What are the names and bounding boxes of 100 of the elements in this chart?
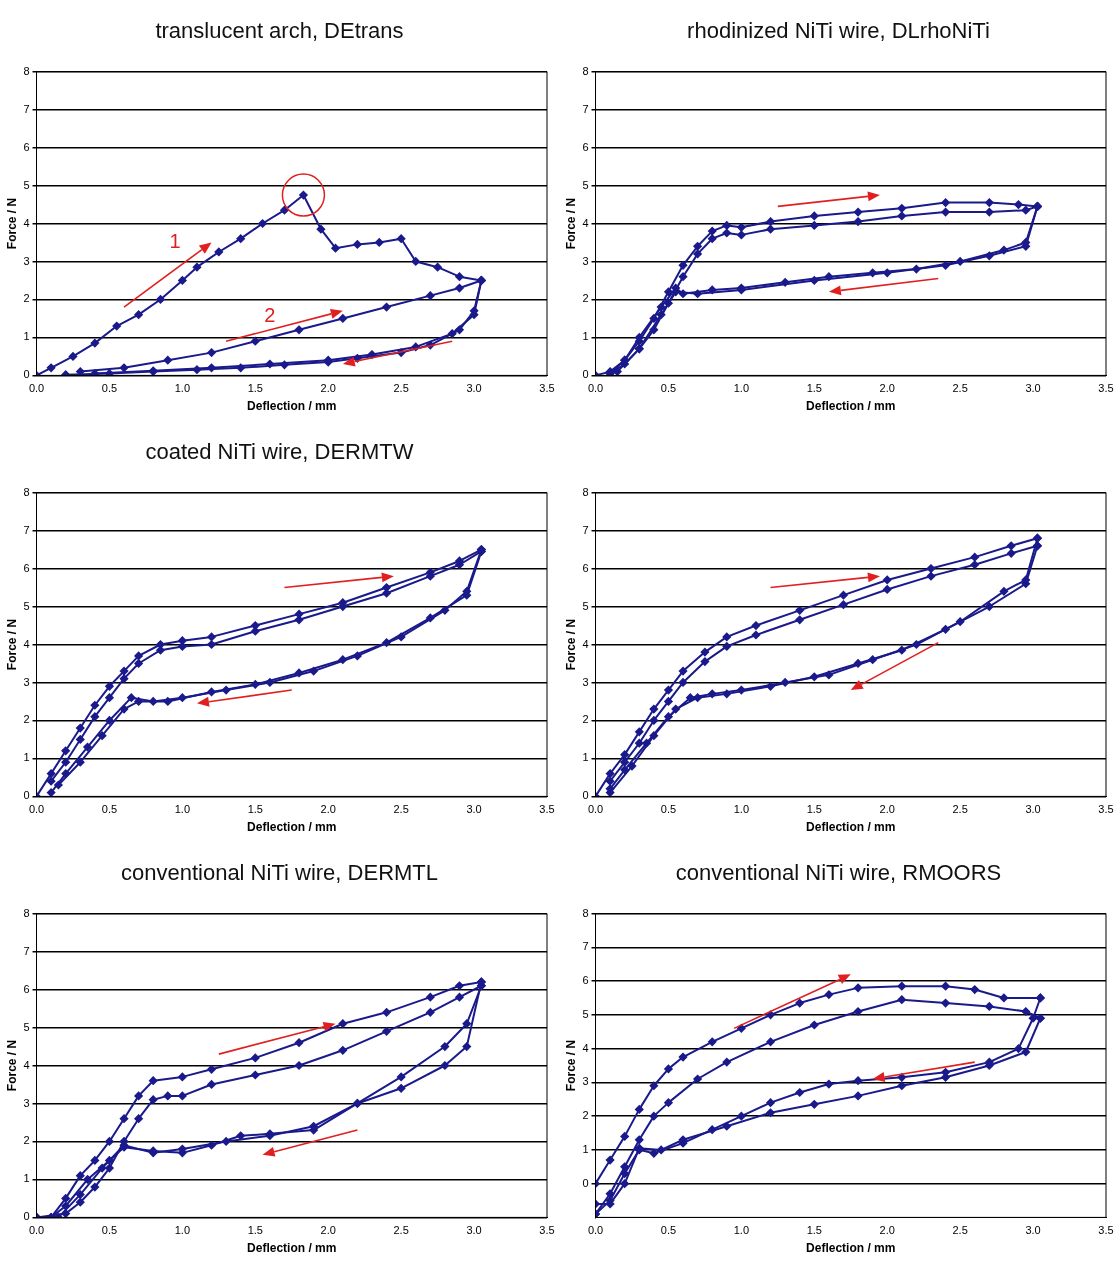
y-tick-label: 5: [582, 1007, 589, 1020]
y-tick-label: 7: [23, 523, 30, 536]
y-tick-label: 2: [23, 292, 30, 305]
y-axis-title: Force / N: [4, 618, 19, 671]
y-tick-label: 4: [582, 637, 589, 650]
x-axis-title: Deflection / mm: [806, 399, 896, 414]
x-tick-label: 0.0: [28, 1224, 45, 1237]
y-tick-label: 3: [23, 1096, 30, 1109]
y-tick-label: 2: [23, 713, 30, 726]
x-tick-label: 0.0: [587, 1224, 604, 1237]
x-tick-label: 1.5: [806, 1224, 822, 1237]
x-tick-label: 2.0: [879, 1224, 895, 1237]
y-tick-label: 1: [582, 1142, 589, 1155]
chart-title: conventional NiTi wire, DERMTL: [119, 859, 440, 887]
y-tick-label: 4: [582, 1041, 589, 1054]
x-tick-label: 2.5: [393, 803, 409, 816]
y-tick-label: 0: [582, 789, 589, 802]
x-tick-label: 3.0: [1025, 1224, 1041, 1237]
y-tick-label: 7: [23, 944, 30, 957]
x-tick-label: 0.0: [587, 382, 604, 395]
y-axis-title: Force / N: [563, 618, 578, 671]
x-tick-label: 0.5: [660, 803, 677, 816]
y-tick-label: 0: [582, 1176, 589, 1189]
y-tick-label: 4: [582, 216, 589, 229]
x-tick-label: 0.5: [101, 1224, 118, 1237]
x-tick-label: 0.5: [660, 382, 677, 395]
x-axis-title: Deflection / mm: [806, 1241, 896, 1256]
y-tick-label: 5: [23, 178, 30, 191]
x-tick-label: 2.5: [393, 1224, 409, 1237]
y-axis-title: Force / N: [4, 197, 19, 250]
y-tick-label: 5: [23, 1020, 30, 1033]
x-tick-label: 2.5: [393, 382, 409, 395]
y-axis-title: Force / N: [563, 197, 578, 250]
x-tick-label: 2.0: [320, 382, 336, 395]
x-tick-label: 1.0: [174, 1224, 191, 1237]
y-tick-label: 0: [23, 368, 30, 381]
y-tick-label: 4: [23, 1058, 30, 1071]
x-tick-label: 1.0: [174, 803, 191, 816]
y-axis-title: Force / N: [4, 1039, 19, 1092]
y-tick-label: 4: [23, 637, 30, 650]
x-axis-title: Deflection / mm: [247, 820, 337, 835]
y-tick-label: 1: [23, 751, 30, 764]
y-tick-label: 1: [582, 751, 589, 764]
y-tick-label: 1: [582, 330, 589, 343]
x-tick-label: 2.5: [952, 1224, 968, 1237]
y-axis-title: Force / N: [563, 1039, 578, 1092]
x-tick-label: 0.5: [660, 1224, 677, 1237]
x-axis-title: Deflection / mm: [247, 399, 337, 414]
chart-title: translucent arch, DEtrans: [154, 17, 405, 45]
y-tick-label: 8: [23, 64, 30, 77]
x-tick-label: 2.0: [879, 803, 895, 816]
x-tick-label: 1.5: [247, 803, 263, 816]
x-tick-label: 3.0: [1025, 803, 1041, 816]
y-tick-label: 3: [23, 254, 30, 267]
chart-title: rhodinized NiTi wire, DLrhoNiTi: [686, 17, 991, 45]
y-tick-label: 3: [582, 254, 589, 267]
y-tick-label: 4: [23, 216, 30, 229]
y-tick-label: 7: [23, 102, 30, 115]
y-tick-label: 8: [582, 906, 589, 919]
x-tick-label: 1.0: [174, 382, 191, 395]
y-tick-label: 6: [23, 140, 30, 153]
x-tick-label: 0.0: [587, 803, 604, 816]
x-tick-label: 1.0: [733, 803, 750, 816]
y-tick-label: 8: [582, 485, 589, 498]
y-tick-label: 2: [582, 1109, 589, 1122]
y-tick-label: 2: [582, 292, 589, 305]
x-tick-label: 1.0: [733, 1224, 750, 1237]
x-tick-label: 1.5: [247, 1224, 263, 1237]
y-tick-label: 0: [23, 789, 30, 802]
x-tick-label: 2.5: [952, 803, 968, 816]
x-tick-label: 1.0: [733, 382, 750, 395]
y-tick-label: 6: [582, 140, 589, 153]
x-tick-label: 3.0: [466, 1224, 482, 1237]
x-tick-label: 3.5: [1098, 1224, 1114, 1237]
chart-title: coated NiTi wire, DERMTW: [144, 438, 415, 466]
y-tick-label: 0: [582, 368, 589, 381]
x-tick-label: 2.0: [879, 382, 895, 395]
x-tick-label: 2.5: [952, 382, 968, 395]
y-tick-label: 8: [23, 485, 30, 498]
x-tick-label: 0.0: [28, 382, 45, 395]
y-tick-label: 5: [582, 599, 589, 612]
y-tick-label: 1: [23, 1172, 30, 1185]
annotation: 1: [169, 230, 181, 252]
x-tick-label: 0.0: [28, 803, 45, 816]
x-tick-label: 1.5: [247, 382, 263, 395]
x-tick-label: 2.0: [320, 803, 336, 816]
x-tick-label: 3.5: [539, 382, 555, 395]
y-tick-label: 3: [23, 675, 30, 688]
x-tick-label: 3.5: [1098, 803, 1114, 816]
y-tick-label: 2: [582, 713, 589, 726]
x-tick-label: 3.0: [1025, 382, 1041, 395]
y-tick-label: 1: [23, 330, 30, 343]
annotation: 2: [264, 304, 276, 327]
x-tick-label: 3.5: [539, 803, 555, 816]
y-tick-label: 8: [582, 64, 589, 77]
y-tick-label: 2: [23, 1134, 30, 1147]
x-tick-label: 3.5: [1098, 382, 1114, 395]
y-tick-label: 6: [23, 561, 30, 574]
y-tick-label: 6: [582, 974, 589, 987]
x-tick-label: 0.5: [101, 382, 118, 395]
